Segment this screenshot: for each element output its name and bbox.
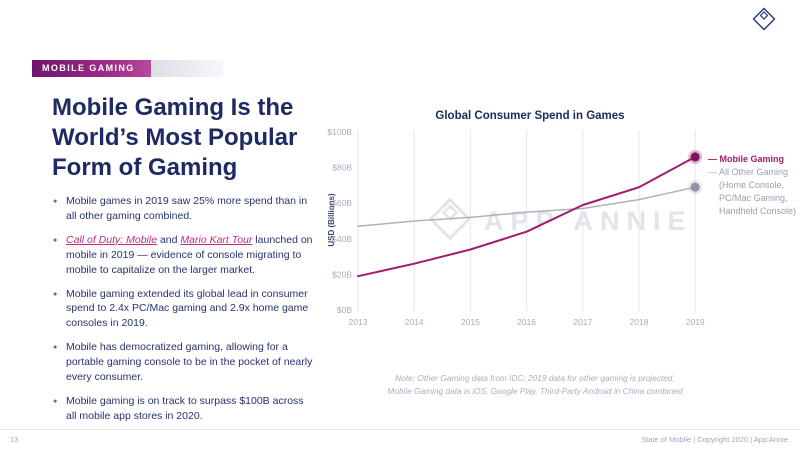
chart-title: Global Consumer Spend in Games (435, 110, 625, 122)
bullet-text: Mobile gaming extended its global lead i… (66, 287, 309, 330)
endpoint-dot (690, 182, 700, 192)
legend-label-mobile: Mobile Gaming (719, 154, 785, 164)
watermark: APP ANNIE (428, 197, 693, 246)
y-tick-label: $40B (332, 234, 352, 244)
legend-item-other: — All Other Gaming (708, 166, 796, 179)
inline-link[interactable]: Mario Kart Tour (180, 233, 253, 246)
x-tick-label: 2017 (573, 317, 592, 327)
bullet-text: launched on mobile in 2019 — evidence of… (66, 233, 313, 276)
bullet-text: Mobile has democratized gaming, allowing… (66, 341, 313, 384)
x-tick-label: 2014 (405, 317, 424, 327)
series-line-other (357, 186, 696, 228)
endpoint-dot (690, 152, 700, 162)
x-tick-label: 2013 (349, 317, 368, 327)
legend-sub-line-2: PC/Mac Gaming, (719, 193, 788, 203)
y-tick-label: $100B (327, 127, 352, 137)
footer-divider (0, 429, 800, 430)
watermark-text: APP ANNIE (484, 206, 693, 236)
bullet-text: Mobile games in 2019 saw 25% more spend … (66, 195, 308, 222)
bullet-item: Mobile has democratized gaming, allowing… (52, 340, 316, 385)
legend-sub-line-3: Handheld Console) (719, 206, 797, 216)
series-line-mobile (357, 155, 697, 278)
section-kicker: MOBILE GAMING (32, 60, 223, 77)
bullet-item: Mobile gaming extended its global lead i… (52, 287, 316, 332)
bullet-item: Mobile games in 2019 saw 25% more spend … (52, 194, 316, 224)
chart-legend: — Mobile Gaming — All Other Gaming (Home… (708, 153, 796, 218)
page-title-line-3: Form of Gaming (52, 153, 238, 181)
x-tick-label: 2018 (630, 317, 649, 327)
bullet-item: Mobile gaming is on track to surpass $10… (52, 394, 316, 424)
legend-dash-other: — (708, 167, 717, 177)
app-annie-logo-icon (752, 7, 776, 36)
legend-item-mobile: — Mobile Gaming (708, 153, 796, 166)
x-tick-label: 2016 (517, 317, 536, 327)
x-tick-label: 2015 (461, 317, 480, 327)
legend-dash-mobile: — (708, 154, 717, 164)
page-title: Mobile Gaming Is the World’s Most Popula… (52, 93, 297, 182)
chart-footnote-line-2: Mobile Gaming data is iOS, Google Play, … (387, 385, 683, 396)
bullet-item: Call of Duty: Mobile and Mario Kart Tour… (52, 233, 316, 278)
bullet-text: Mobile gaming is on track to surpass $10… (66, 394, 304, 422)
y-tick-label: $0B (337, 305, 352, 315)
legend-label-other: All Other Gaming (719, 167, 789, 177)
bullet-list: Mobile games in 2019 saw 25% more spend … (52, 194, 316, 433)
y-tick-label: $60B (332, 198, 352, 208)
section-kicker-label: MOBILE GAMING (32, 60, 151, 77)
spend-line-chart: $0B $20B $40B $60B $80B $100B 2013 2014 2015 2016… (327, 127, 705, 327)
page-title-line-1: Mobile Gaming Is the (52, 94, 294, 121)
inline-link[interactable]: Call of Duty: Mobile (66, 233, 158, 246)
chart-footnote-line-1: Note: Other Gaming data from IDC; 2019 d… (395, 373, 675, 383)
page-title-line-2: World’s Most Popular (52, 123, 298, 151)
bullet-text: and (157, 233, 181, 246)
footer-text: State of Mobile | Copyright 2020 | App A… (641, 435, 788, 444)
y-tick-label: $20B (332, 269, 352, 279)
x-tick-label: 2019 (686, 317, 705, 327)
chart-footnote: Note: Other Gaming data from IDC; 2019 d… (345, 372, 725, 398)
section-kicker-tail (150, 60, 223, 77)
page-number: 13 (10, 435, 19, 444)
legend-sub-line-1: (Home Console, (719, 180, 785, 190)
y-tick-label: $80B (332, 163, 352, 173)
